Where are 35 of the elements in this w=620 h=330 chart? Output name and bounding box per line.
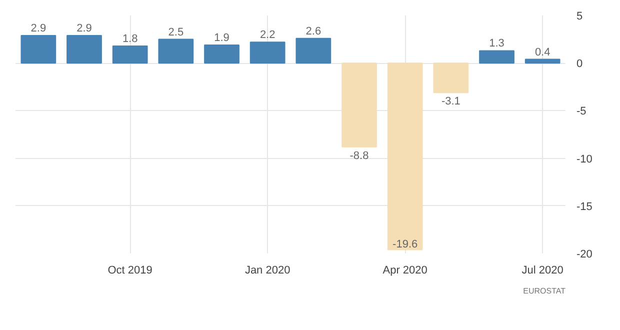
y-tick-label: -15 bbox=[576, 200, 592, 213]
y-tick-label: 5 bbox=[576, 10, 583, 22]
bar bbox=[387, 62, 423, 250]
data-label: 2.5 bbox=[168, 26, 184, 38]
x-tick-label: Jan 2020 bbox=[244, 264, 290, 276]
x-tick-label: Apr 2020 bbox=[382, 264, 428, 276]
text: EUROSTAT bbox=[523, 286, 566, 296]
data-label: 2.9 bbox=[30, 22, 46, 34]
y-tick-label: -5 bbox=[576, 106, 586, 118]
data-label: 1.8 bbox=[122, 32, 138, 45]
data-label: 2.9 bbox=[76, 22, 92, 34]
y-tick-label: -10 bbox=[576, 153, 592, 166]
data-label: 2.2 bbox=[260, 29, 276, 42]
bar bbox=[342, 62, 377, 148]
x-tick-label: Jul 2020 bbox=[522, 264, 564, 276]
bar bbox=[66, 34, 102, 64]
data-label: -8.8 bbox=[350, 150, 369, 162]
bar bbox=[433, 62, 469, 94]
x-tick-label: Oct 2019 bbox=[108, 264, 152, 276]
y-tick-label: 0 bbox=[576, 58, 583, 70]
bar bbox=[20, 34, 56, 64]
y-tick-label: -20 bbox=[576, 248, 592, 260]
data-label: 1.3 bbox=[489, 38, 504, 50]
bar bbox=[296, 38, 332, 64]
bar bbox=[158, 38, 194, 64]
bar bbox=[204, 44, 240, 64]
data-label: -19.6 bbox=[392, 238, 418, 251]
bar bbox=[112, 45, 148, 64]
data-label: 1.9 bbox=[214, 32, 230, 44]
bar bbox=[479, 50, 514, 64]
data-label: -3.1 bbox=[441, 96, 460, 108]
bar bbox=[524, 58, 560, 64]
bar bbox=[250, 42, 286, 64]
data-label: 2.6 bbox=[306, 25, 322, 38]
data-label: 0.4 bbox=[534, 46, 550, 58]
